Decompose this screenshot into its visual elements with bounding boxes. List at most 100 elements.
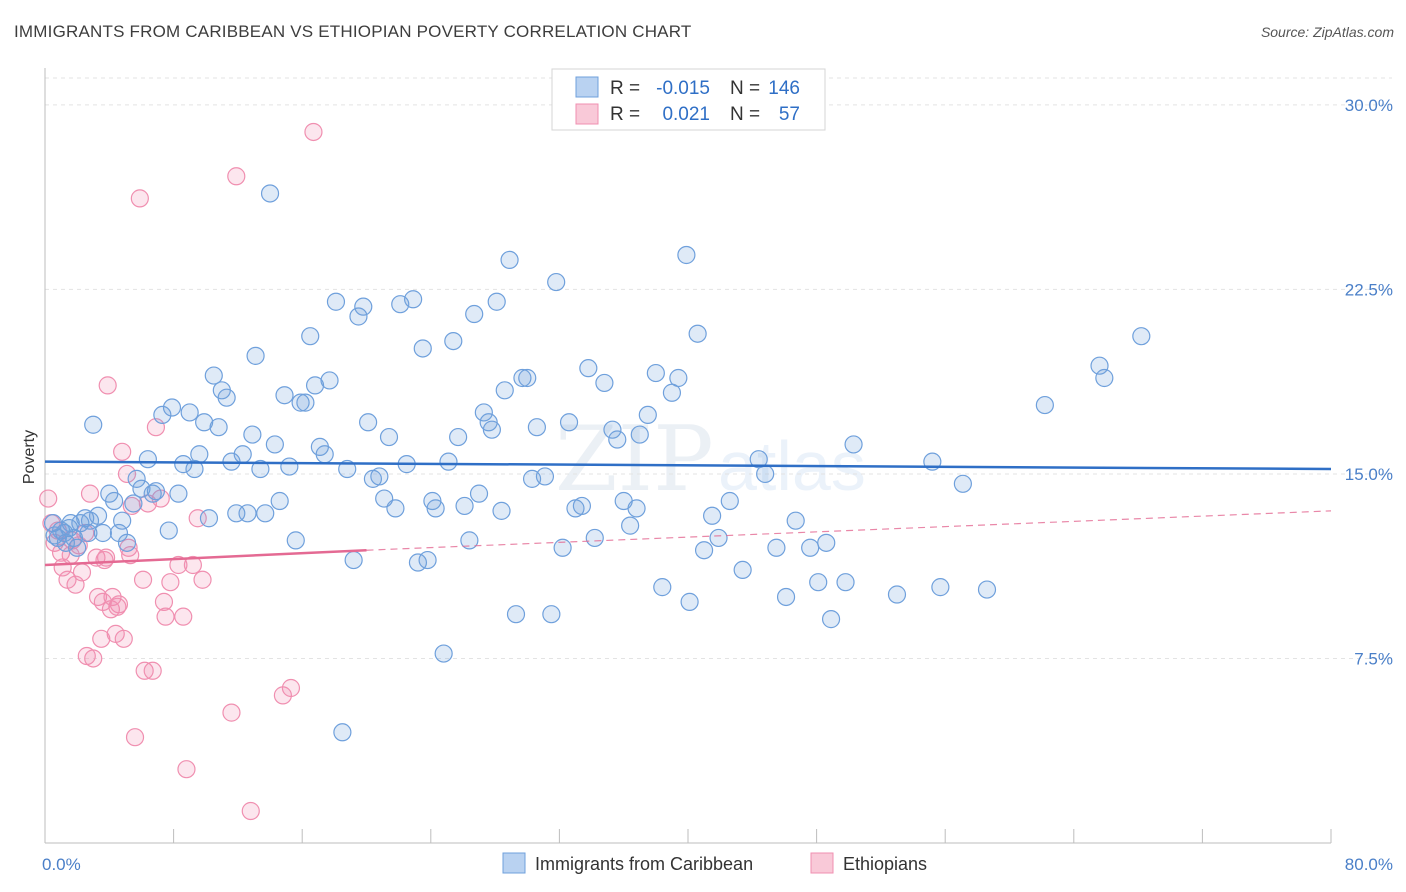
caribbean-point	[977, 580, 997, 599]
caribbean-point	[506, 605, 526, 624]
caribbean-point	[138, 450, 157, 469]
ethiopians-point	[114, 629, 133, 648]
caribbean-point	[621, 516, 640, 535]
caribbean-point	[338, 459, 357, 479]
caribbean-point	[1095, 368, 1114, 388]
caribbean-point	[518, 368, 537, 388]
ethiopians-point	[183, 555, 202, 575]
caribbean-point	[404, 290, 423, 309]
caribbean-point	[233, 445, 252, 464]
ethiopians-point	[161, 573, 180, 592]
caribbean-point	[465, 304, 484, 324]
legend-swatch-caribbean	[502, 852, 526, 874]
stats-n-value-ethiopians: 57	[779, 104, 800, 125]
caribbean-point	[238, 504, 257, 523]
ethiopians-trendline-extension	[366, 510, 1332, 551]
y-tick-label: 22.5%	[1345, 280, 1393, 299]
caribbean-point	[159, 521, 178, 540]
x-tick-label: 80.0%	[1345, 855, 1393, 874]
stats-n-label-caribbean: N =	[730, 78, 760, 99]
caribbean-point	[426, 499, 445, 518]
ethiopians-point	[177, 760, 196, 779]
ethiopians-point	[92, 629, 111, 648]
caribbean-point	[801, 538, 820, 557]
stats-n-value-caribbean: 146	[768, 78, 800, 99]
caribbean-point	[487, 292, 506, 311]
caribbean-point	[93, 523, 112, 543]
gridlines	[45, 77, 1392, 659]
caribbean-point	[296, 393, 315, 412]
legend-label-caribbean: Immigrants from Caribbean	[535, 854, 753, 874]
ethiopians-point	[95, 550, 114, 570]
caribbean-point	[105, 491, 124, 511]
caribbean-point	[301, 327, 320, 346]
caribbean-point	[190, 445, 209, 464]
ethiopians-point	[113, 442, 132, 461]
caribbean-point	[270, 491, 289, 511]
caribbean-point	[809, 573, 828, 592]
y-tick-label: 7.5%	[1354, 649, 1393, 668]
caribbean-point	[709, 528, 728, 548]
caribbean-point	[286, 531, 305, 550]
caribbean-point	[386, 499, 405, 518]
caribbean-point	[199, 509, 219, 528]
stats-legend-swatch-caribbean	[575, 76, 599, 98]
caribbean-point	[256, 504, 275, 523]
caribbean-point	[482, 420, 501, 439]
caribbean-point	[776, 587, 796, 607]
stats-legend: R = -0.015 N = 146 R = 0.021 N = 57	[551, 68, 826, 131]
caribbean-point	[88, 506, 108, 525]
ethiopians-point	[193, 570, 212, 589]
caribbean-point	[354, 297, 373, 316]
caribbean-point	[767, 538, 786, 557]
caribbean-point	[204, 366, 223, 385]
ethiopians-point	[108, 597, 127, 616]
caribbean-point	[275, 386, 294, 405]
caribbean-point	[469, 484, 489, 503]
ethiopians-point	[222, 703, 241, 722]
caribbean-point	[439, 452, 458, 471]
caribbean-point	[527, 418, 546, 437]
ethiopians-point	[117, 464, 137, 484]
caribbean-point	[953, 474, 972, 493]
caribbean-point	[513, 368, 532, 388]
ethiopians-point	[130, 189, 149, 208]
trendlines	[44, 460, 1332, 567]
stats-n-label-ethiopians: N =	[730, 104, 760, 125]
ethiopians-point	[72, 563, 92, 582]
caribbean-point	[547, 272, 566, 292]
caribbean-point	[1132, 327, 1151, 346]
chart-source: Source: ZipAtlas.com	[1260, 24, 1394, 40]
caribbean-point	[669, 368, 688, 388]
caribbean-point	[455, 496, 474, 516]
caribbean-point	[153, 405, 172, 425]
legend-label-ethiopians: Ethiopians	[843, 854, 927, 874]
caribbean-point	[535, 467, 555, 486]
caribbean-point	[68, 538, 87, 557]
caribbean-point	[251, 459, 270, 479]
caribbean-point	[305, 376, 325, 395]
caribbean-point	[585, 528, 604, 548]
x-tick-label: 0.0%	[42, 855, 81, 874]
caribbean-point	[492, 501, 511, 520]
caribbean-point	[326, 292, 346, 311]
caribbean-point	[291, 393, 310, 412]
ethiopians-point	[39, 489, 58, 508]
caribbean-point	[653, 578, 672, 597]
caribbean-point	[243, 425, 262, 444]
series-caribbean	[43, 184, 1151, 742]
ethiopians-point	[156, 607, 175, 626]
caribbean-point	[821, 610, 841, 629]
caribbean-point	[630, 425, 649, 444]
x-tick-labels: 0.0% 80.0%	[42, 855, 1393, 874]
caribbean-point	[720, 491, 739, 511]
caribbean-point	[572, 496, 592, 516]
caribbean-point	[553, 538, 572, 557]
caribbean-point	[379, 427, 399, 447]
caribbean-point	[143, 484, 162, 503]
caribbean-point	[260, 184, 280, 203]
ethiopians-point	[304, 122, 323, 142]
caribbean-point	[117, 533, 137, 552]
stats-legend-swatch-ethiopians	[575, 103, 599, 125]
